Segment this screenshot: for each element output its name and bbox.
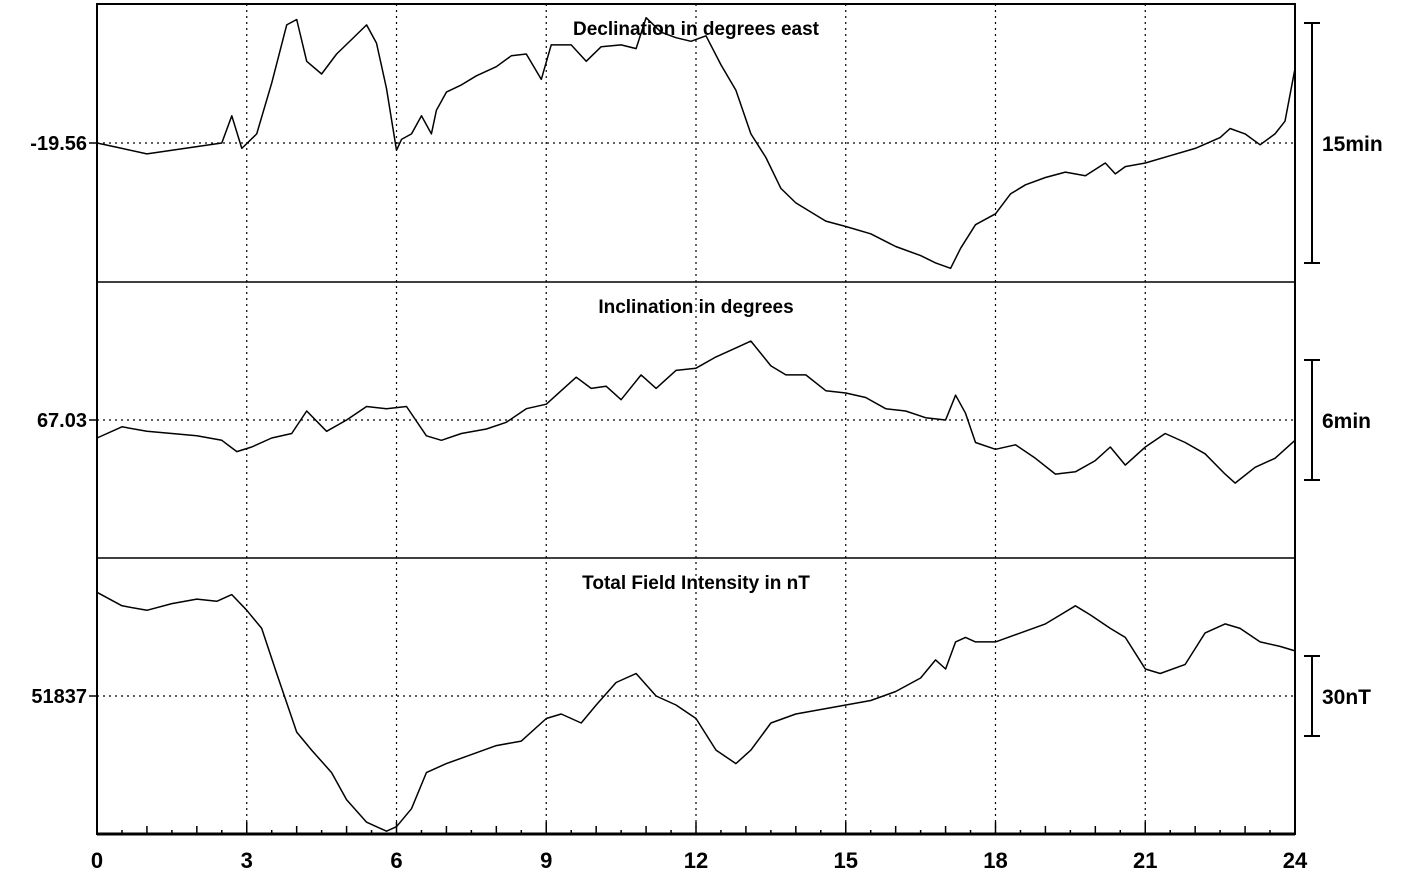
baseline-label: 67.03 (37, 410, 87, 432)
x-tick-label: 3 (241, 848, 253, 873)
grid-lines (246, 4, 1146, 834)
x-tick-label: 6 (390, 848, 402, 873)
x-tick-label: 18 (983, 848, 1007, 873)
series-line (96, 16, 1296, 270)
x-tick-label: 21 (1133, 848, 1157, 873)
x-tick-label: 24 (1283, 848, 1308, 873)
panel-title: Total Field Intensity in nT (582, 573, 810, 594)
panel-3: Total Field Intensity in nT 51837 30nT (31, 573, 1371, 832)
baseline-label: 51837 (31, 686, 87, 708)
x-tick-label: 9 (540, 848, 552, 873)
panel-title: Declination in degrees east (573, 19, 820, 40)
panel-2: Inclination in degrees 67.03 6min (37, 297, 1371, 484)
x-tick-label: 15 (834, 848, 858, 873)
panels: Declination in degrees east -19.56 15min In… (30, 16, 1383, 832)
x-tick-label: 0 (91, 848, 103, 873)
scale-label: 15min (1322, 133, 1383, 156)
series-line (96, 591, 1296, 832)
scale-label: 30nT (1322, 686, 1371, 709)
panel-1: Declination in degrees east -19.56 15min (30, 16, 1383, 270)
x-tick-label: 12 (684, 848, 708, 873)
series-line (96, 340, 1296, 484)
baseline-label: -19.56 (30, 133, 87, 155)
scale-label: 6min (1322, 410, 1371, 433)
x-axis: 0 3 6 9 12 15 18 21 24 (91, 822, 1308, 873)
panel-title: Inclination in degrees (598, 297, 793, 318)
